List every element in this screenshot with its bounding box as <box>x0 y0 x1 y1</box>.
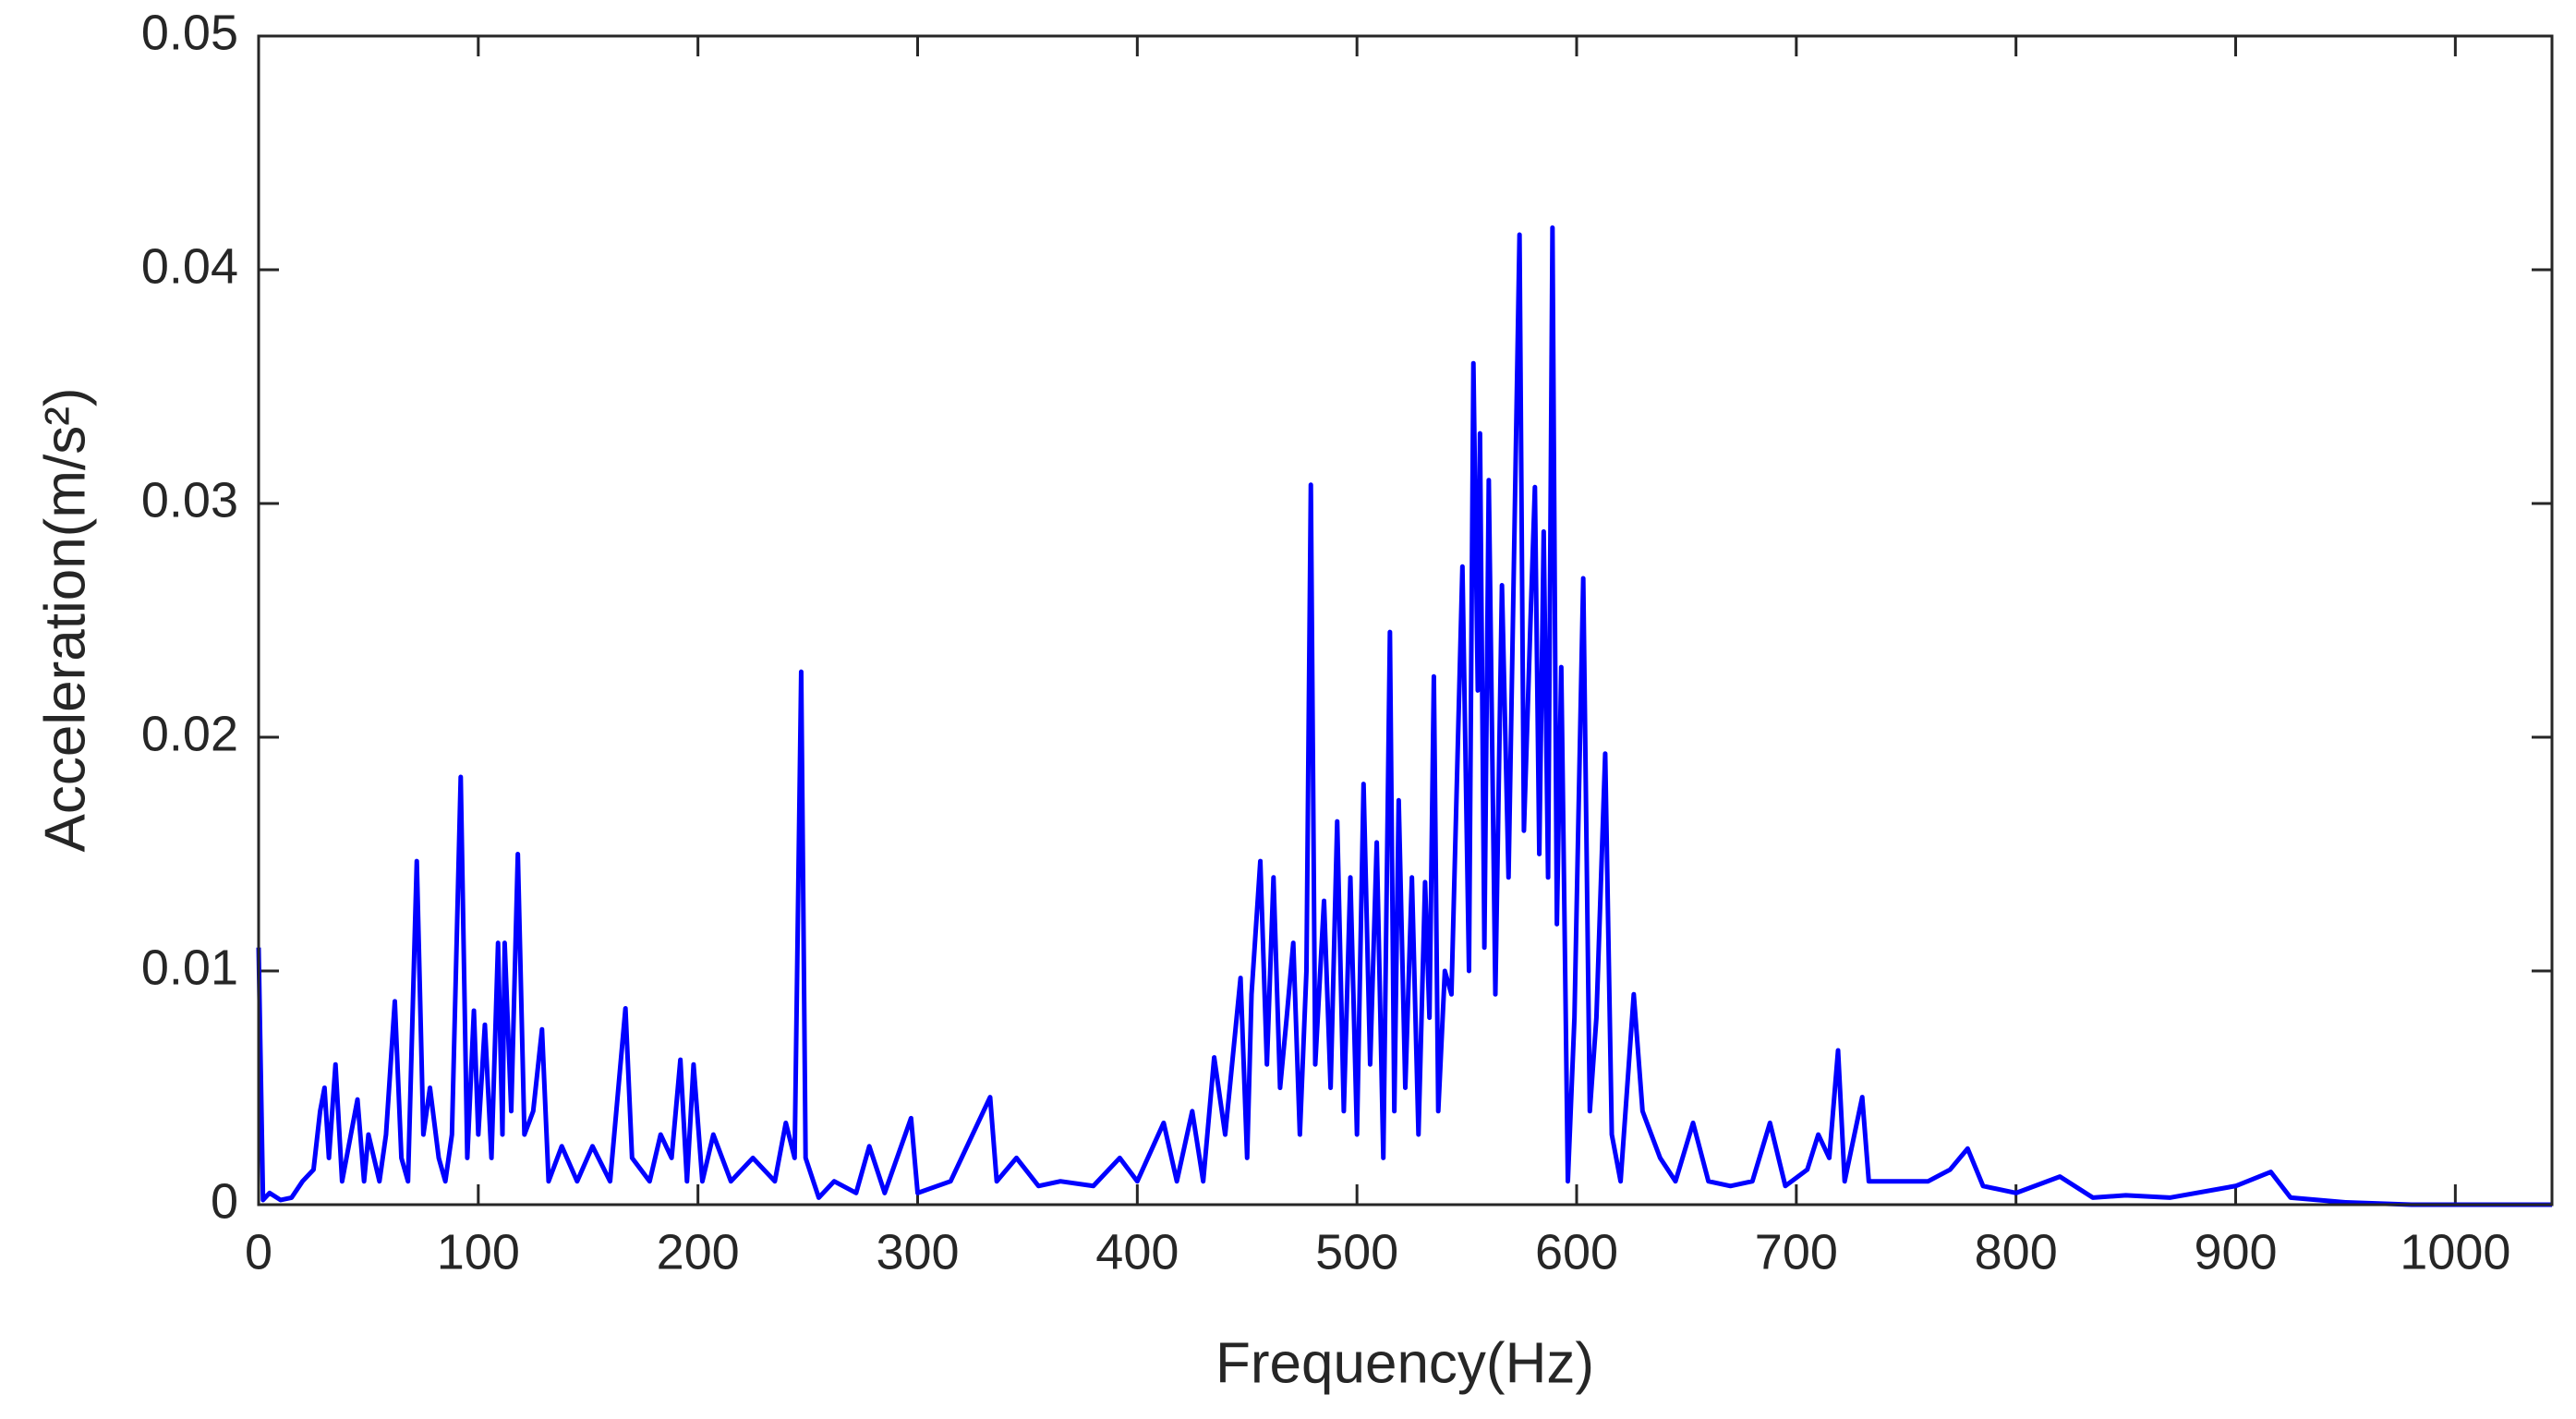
y-tick-label: 0.04 <box>141 238 238 294</box>
y-tick-label: 0.03 <box>141 472 238 528</box>
x-tick-label: 300 <box>876 1224 959 1280</box>
y-tick-label: 0 <box>211 1173 238 1229</box>
x-tick-label: 900 <box>2194 1224 2277 1280</box>
y-tick-label: 0.01 <box>141 940 238 995</box>
x-tick-label: 100 <box>437 1224 520 1280</box>
x-tick-label: 600 <box>1535 1224 1618 1280</box>
plot-frame <box>257 34 2554 1207</box>
y-axis-label: Acceleration(m/s²) <box>33 388 97 853</box>
x-axis-label: Frequency(Hz) <box>1215 1331 1594 1395</box>
x-tick-label: 700 <box>1755 1224 1838 1280</box>
spectrum-line <box>256 224 2552 1207</box>
x-tick-label: 0 <box>245 1224 272 1280</box>
x-tick-label: 1000 <box>2400 1224 2510 1280</box>
y-tick-label: 0.05 <box>141 5 238 60</box>
x-tick-label: 800 <box>1975 1224 2058 1280</box>
x-tick-label: 400 <box>1095 1224 1179 1280</box>
x-tick-label: 500 <box>1315 1224 1398 1280</box>
y-tick-label: 0.02 <box>141 706 238 761</box>
x-tick-label: 200 <box>657 1224 740 1280</box>
